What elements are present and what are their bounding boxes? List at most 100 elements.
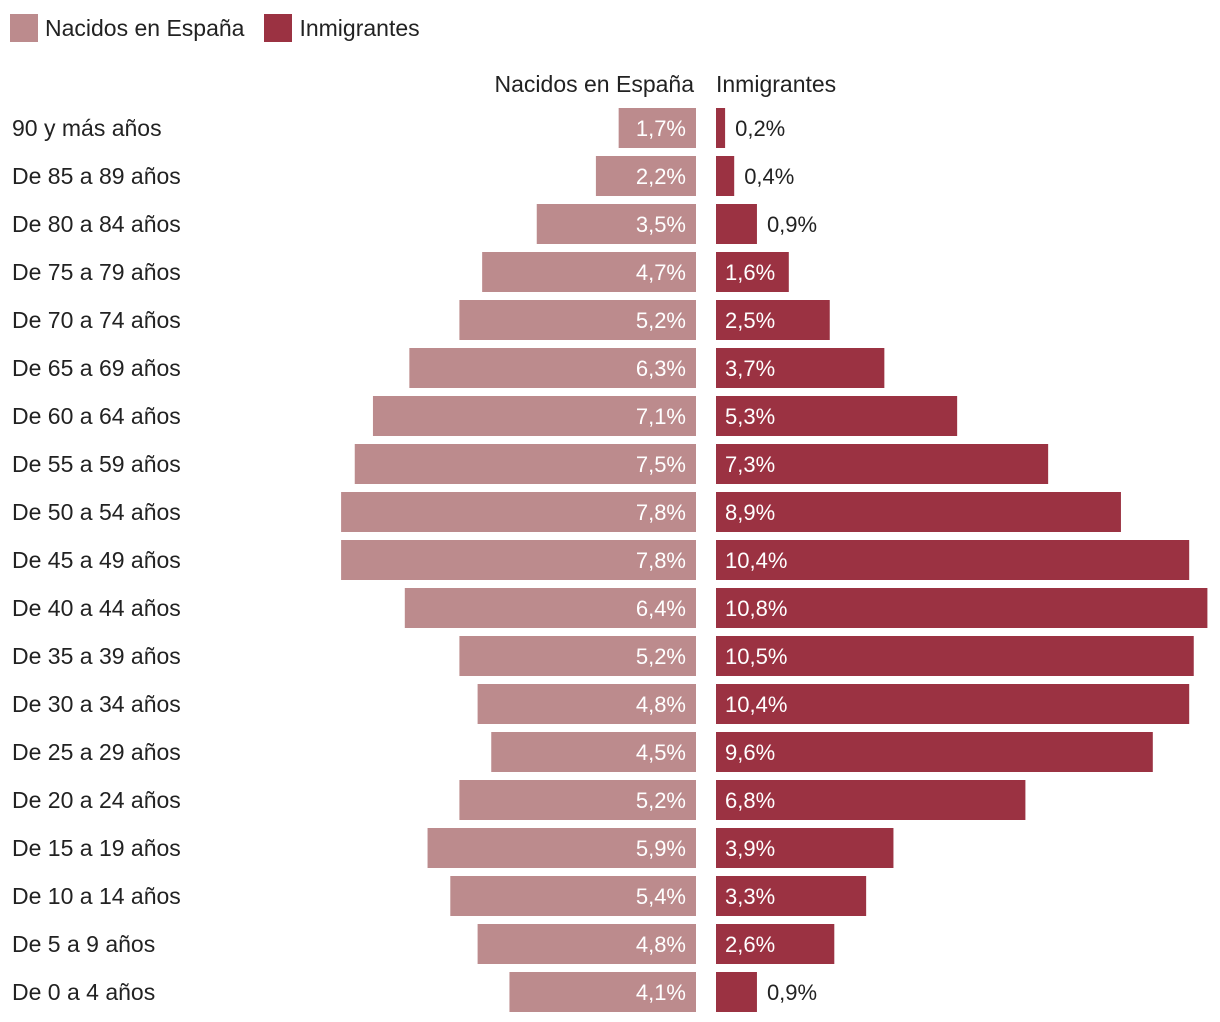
bar-inmigrantes bbox=[716, 972, 757, 1012]
value-label-nacidos: 2,2% bbox=[636, 164, 686, 189]
value-label-inmigrantes: 2,6% bbox=[725, 932, 775, 957]
bar-inmigrantes bbox=[716, 156, 735, 196]
bar-nacidos bbox=[341, 492, 696, 532]
bar-inmigrantes bbox=[716, 636, 1194, 676]
age-group-label: De 35 a 39 años bbox=[12, 643, 181, 669]
age-group-label: De 25 a 29 años bbox=[12, 739, 181, 765]
bar-inmigrantes bbox=[716, 300, 830, 340]
column-header-right: Inmigrantes bbox=[716, 71, 836, 97]
bar-inmigrantes bbox=[716, 684, 1190, 724]
value-label-nacidos: 6,4% bbox=[636, 596, 686, 621]
value-label-nacidos: 4,7% bbox=[636, 260, 686, 285]
value-label-inmigrantes: 10,5% bbox=[725, 644, 787, 669]
value-label-nacidos: 6,3% bbox=[636, 356, 686, 381]
value-label-inmigrantes: 1,6% bbox=[725, 260, 775, 285]
bar-nacidos bbox=[618, 108, 696, 148]
value-label-inmigrantes: 9,6% bbox=[725, 740, 775, 765]
value-label-inmigrantes: 6,8% bbox=[725, 788, 775, 813]
bar-nacidos bbox=[341, 540, 696, 580]
value-label-inmigrantes: 0,4% bbox=[744, 164, 794, 189]
value-label-nacidos: 5,9% bbox=[636, 836, 686, 861]
age-group-label: De 50 a 54 años bbox=[12, 499, 181, 525]
bar-inmigrantes bbox=[716, 780, 1026, 820]
bar-nacidos bbox=[459, 300, 696, 340]
bar-inmigrantes bbox=[716, 924, 835, 964]
value-label-nacidos: 5,2% bbox=[636, 308, 686, 333]
legend-swatch-inmigrantes bbox=[264, 14, 293, 42]
value-label-nacidos: 7,5% bbox=[636, 452, 686, 477]
bar-inmigrantes bbox=[716, 252, 789, 292]
bar-inmigrantes bbox=[716, 732, 1153, 772]
legend-swatch-nacidos bbox=[10, 14, 38, 42]
value-label-nacidos: 1,7% bbox=[636, 116, 686, 141]
value-label-inmigrantes: 10,4% bbox=[725, 548, 787, 573]
legend-item-nacidos[interactable]: Nacidos en España bbox=[10, 14, 244, 42]
value-label-nacidos: 4,1% bbox=[636, 980, 686, 1005]
bar-nacidos bbox=[477, 684, 696, 724]
bar-inmigrantes bbox=[716, 492, 1121, 532]
value-label-inmigrantes: 3,7% bbox=[725, 356, 775, 381]
bar-inmigrantes bbox=[716, 828, 894, 868]
value-label-inmigrantes: 5,3% bbox=[725, 404, 775, 429]
age-group-label: De 65 a 69 años bbox=[12, 355, 181, 381]
bar-nacidos bbox=[482, 252, 696, 292]
age-group-label: De 45 a 49 años bbox=[12, 547, 181, 573]
age-group-label: De 55 a 59 años bbox=[12, 451, 181, 477]
value-label-inmigrantes: 10,4% bbox=[725, 692, 787, 717]
age-group-label: De 15 a 19 años bbox=[12, 835, 181, 861]
bar-nacidos bbox=[595, 156, 696, 196]
bar-nacidos bbox=[491, 732, 696, 772]
bar-inmigrantes bbox=[716, 588, 1208, 628]
age-group-label: De 85 a 89 años bbox=[12, 163, 181, 189]
bar-nacidos bbox=[459, 780, 696, 820]
bar-nacidos bbox=[372, 396, 696, 436]
bar-inmigrantes bbox=[716, 444, 1049, 484]
value-label-nacidos: 4,8% bbox=[636, 932, 686, 957]
value-label-nacidos: 4,5% bbox=[636, 740, 686, 765]
age-group-label: De 75 a 79 años bbox=[12, 259, 181, 285]
value-label-nacidos: 7,8% bbox=[636, 548, 686, 573]
value-label-nacidos: 5,2% bbox=[636, 644, 686, 669]
bar-nacidos bbox=[354, 444, 696, 484]
bar-nacidos bbox=[459, 636, 696, 676]
value-label-inmigrantes: 0,9% bbox=[767, 212, 817, 237]
legend-item-inmigrantes[interactable]: Inmigrantes bbox=[264, 14, 420, 42]
age-group-label: De 0 a 4 años bbox=[12, 979, 155, 1005]
bar-inmigrantes bbox=[716, 204, 757, 244]
bar-nacidos bbox=[427, 828, 696, 868]
value-label-nacidos: 7,1% bbox=[636, 404, 686, 429]
value-label-inmigrantes: 2,5% bbox=[725, 308, 775, 333]
age-group-label: De 40 a 44 años bbox=[12, 595, 181, 621]
age-group-label: De 70 a 74 años bbox=[12, 307, 181, 333]
value-label-nacidos: 5,4% bbox=[636, 884, 686, 909]
bar-inmigrantes bbox=[716, 348, 885, 388]
value-label-inmigrantes: 3,3% bbox=[725, 884, 775, 909]
legend-label-inmigrantes: Inmigrantes bbox=[299, 14, 420, 41]
age-group-label: 90 y más años bbox=[12, 115, 162, 141]
value-label-inmigrantes: 7,3% bbox=[725, 452, 775, 477]
bar-inmigrantes bbox=[716, 396, 958, 436]
legend-label-nacidos: Nacidos en España bbox=[45, 14, 245, 41]
value-label-inmigrantes: 8,9% bbox=[725, 500, 775, 525]
bar-nacidos bbox=[477, 924, 696, 964]
age-group-label: De 20 a 24 años bbox=[12, 787, 181, 813]
bar-nacidos bbox=[509, 972, 696, 1012]
value-label-inmigrantes: 10,8% bbox=[725, 596, 787, 621]
age-group-label: De 10 a 14 años bbox=[12, 883, 181, 909]
value-label-nacidos: 4,8% bbox=[636, 692, 686, 717]
value-label-inmigrantes: 0,9% bbox=[767, 980, 817, 1005]
value-label-nacidos: 7,8% bbox=[636, 500, 686, 525]
bar-inmigrantes bbox=[716, 876, 867, 916]
bar-nacidos bbox=[409, 348, 696, 388]
value-label-nacidos: 5,2% bbox=[636, 788, 686, 813]
age-group-label: De 30 a 34 años bbox=[12, 691, 181, 717]
age-group-label: De 5 a 9 años bbox=[12, 931, 155, 957]
legend: Nacidos en España Inmigrantes bbox=[10, 14, 440, 42]
bar-inmigrantes bbox=[716, 540, 1190, 580]
bar-inmigrantes bbox=[716, 108, 726, 148]
age-group-label: De 60 a 64 años bbox=[12, 403, 181, 429]
bar-nacidos bbox=[404, 588, 696, 628]
value-label-nacidos: 3,5% bbox=[636, 212, 686, 237]
value-label-inmigrantes: 0,2% bbox=[735, 116, 785, 141]
